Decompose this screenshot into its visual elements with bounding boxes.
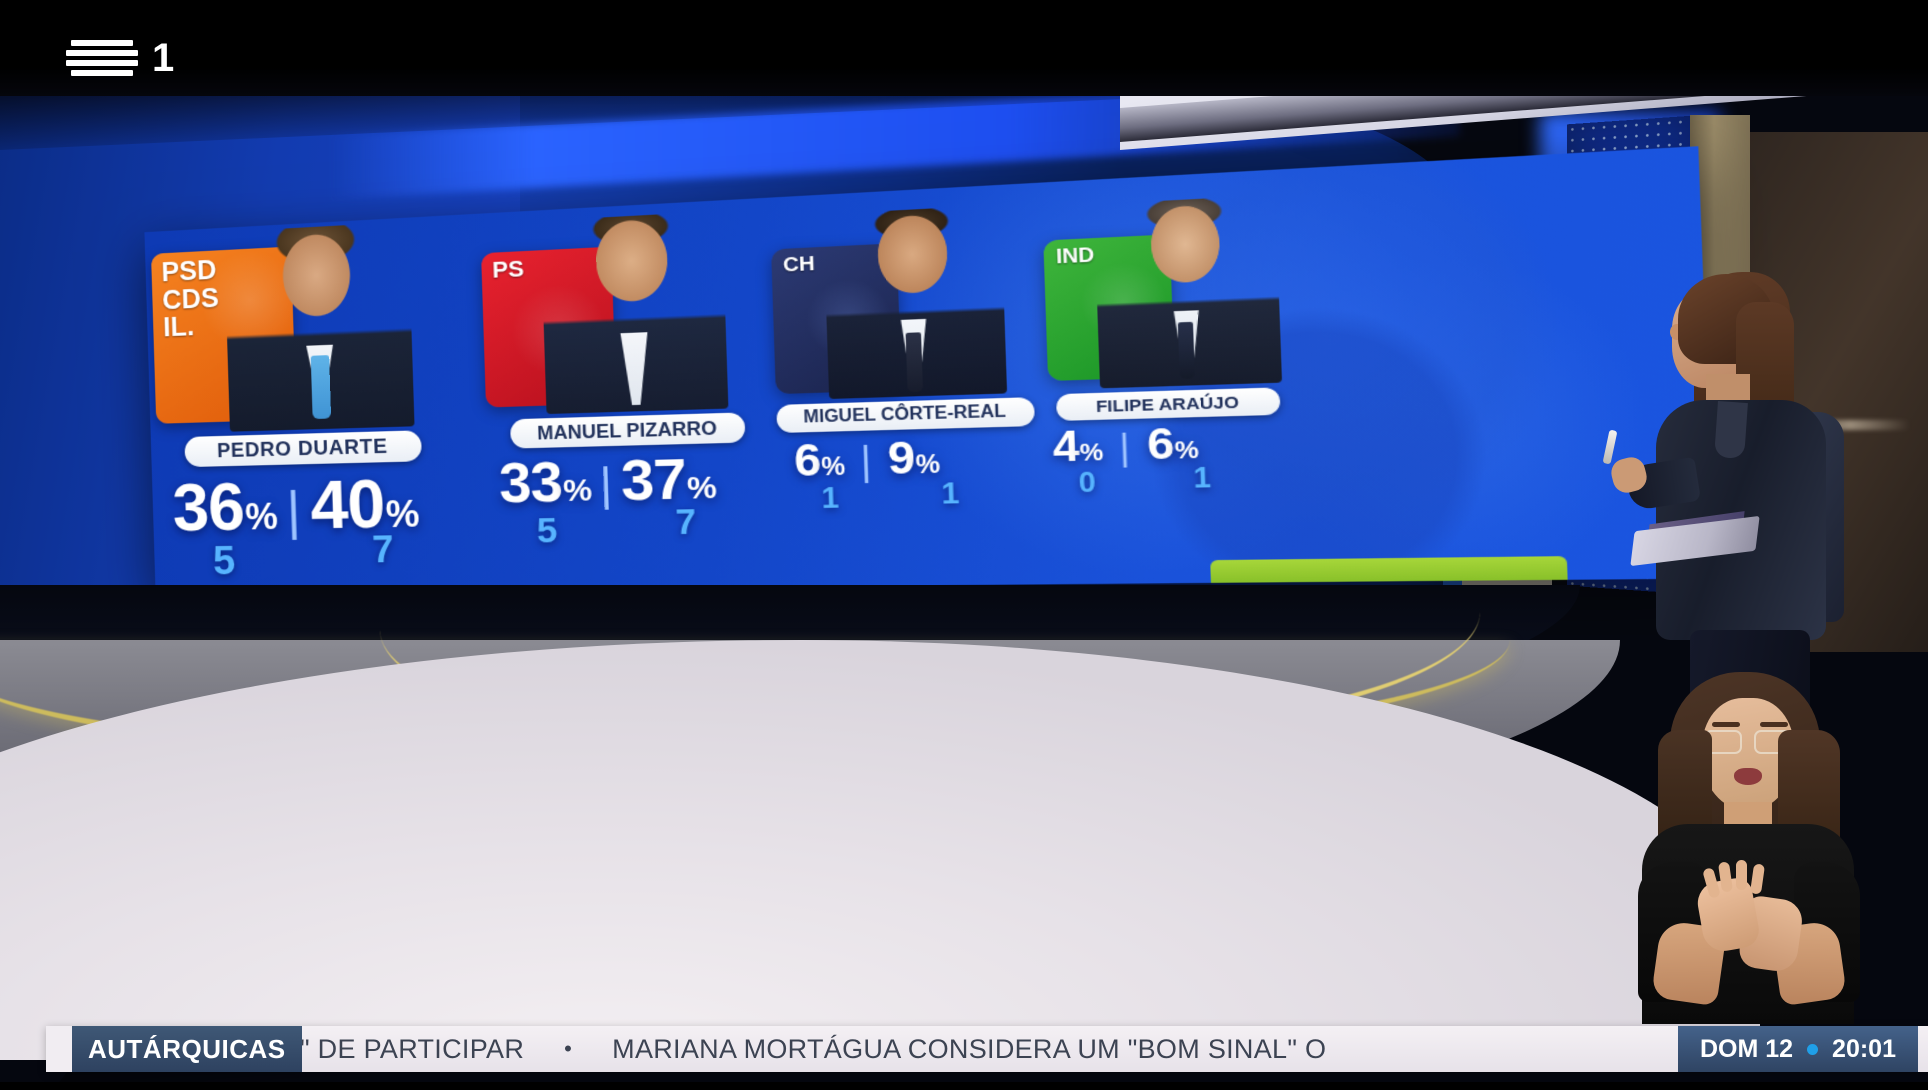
candidate-seats-high-3: 1 xyxy=(940,476,960,511)
candidate-portrait-1 xyxy=(223,221,415,432)
ticker-category-badge[interactable]: AUTÁRQUICAS xyxy=(72,1026,302,1072)
candidate-pct-low-3: 6% xyxy=(793,434,845,486)
candidate-panel-3[interactable]: CH MIGUEL CÔRTE-REAL 6% | 9% 1 1 xyxy=(758,182,1067,587)
candidate-name-pill-2: MANUEL PIZARRO xyxy=(510,412,746,449)
ceiling-black-band xyxy=(0,0,1928,96)
party-badge-label-4: IND xyxy=(1055,243,1095,268)
portrait-tie-1 xyxy=(310,355,332,420)
pct-divider-3: | xyxy=(859,438,873,484)
ticker-headlines[interactable]: " DE PARTICIPAR • MARIANA MORTÁGUA CONSI… xyxy=(300,1026,1608,1072)
party-badge-label-1: PSD CDS IL. xyxy=(160,254,220,343)
channel-logo: 1 xyxy=(66,38,174,78)
candidate-percent-row-3: 6% | 9% xyxy=(793,431,939,487)
candidate-seats-high-4: 1 xyxy=(1192,462,1212,495)
channel-number: 1 xyxy=(152,36,175,80)
sign-language-interpreter xyxy=(1608,672,1878,1024)
candidate-panel-4[interactable]: IND FILIPE ARAÚJO 4% | 6% 0 1 xyxy=(1027,167,1344,585)
portrait-tie-3 xyxy=(905,332,924,393)
candidate-panel-1[interactable]: PSD CDS IL. PEDRO DUARTE 36% | 40% 5 xyxy=(144,214,494,593)
candidate-portrait-3 xyxy=(822,204,1008,399)
candidate-seats-low-2: 5 xyxy=(536,510,559,551)
ticker-headline-2: MARIANA MORTÁGUA CONSIDERA UM "BOM SINAL… xyxy=(612,1033,1327,1064)
ticker-headline-1: " DE PARTICIPAR xyxy=(300,1033,525,1064)
candidate-seats-low-4: 0 xyxy=(1078,467,1097,499)
interpreter-finger-3 xyxy=(1736,860,1747,890)
portrait-tie-4 xyxy=(1177,321,1195,380)
candidate-pct-low-2: 33% xyxy=(498,450,592,515)
candidate-portrait-2 xyxy=(540,211,729,415)
ticker-left-cap xyxy=(46,1026,72,1072)
interpreter-mouth xyxy=(1734,768,1762,785)
party-badge-label-3: CH xyxy=(782,252,816,277)
pct-divider-2: | xyxy=(598,458,614,511)
ticker-background xyxy=(46,1026,1928,1072)
presenter-collar xyxy=(1714,401,1748,459)
candidate-pct-low-1: 36% xyxy=(171,468,278,545)
ticker-clock: DOM 12 20:01 xyxy=(1677,1026,1918,1072)
ticker-separator-icon: • xyxy=(564,1036,573,1061)
ticker-day: DOM 12 xyxy=(1699,1034,1794,1063)
interpreter-brow-left xyxy=(1712,722,1740,727)
rtp-bars-icon xyxy=(66,40,138,76)
blue-dot-icon xyxy=(1807,1043,1819,1055)
candidate-seats-high-2: 7 xyxy=(674,501,697,542)
candidate-seats-low-3: 1 xyxy=(820,481,840,515)
candidate-panel-2[interactable]: PS MANUEL PIZARRO 33% | 37% 5 7 xyxy=(473,197,796,589)
ticker-shadow xyxy=(52,1072,398,1090)
interpreter-brow-right xyxy=(1760,722,1788,727)
pct-divider-4: | xyxy=(1118,425,1131,468)
candidate-name-pill-1: PEDRO DUARTE xyxy=(184,430,422,468)
candidate-pct-low-4: 4% xyxy=(1052,422,1103,472)
candidate-name-pill-3: MIGUEL CÔRTE-REAL xyxy=(776,397,1035,434)
candidate-portrait-4 xyxy=(1093,194,1283,389)
ticker-time: 20:01 xyxy=(1832,1034,1896,1063)
news-ticker: AUTÁRQUICAS " DE PARTICIPAR • MARIANA MO… xyxy=(0,1014,1928,1090)
party-badge-label-2: PS xyxy=(491,255,525,283)
wood-panel-highlight xyxy=(1790,420,1910,430)
pct-divider-1: | xyxy=(285,481,302,541)
candidate-name-pill-4: FILIPE ARAÚJO xyxy=(1055,387,1281,421)
